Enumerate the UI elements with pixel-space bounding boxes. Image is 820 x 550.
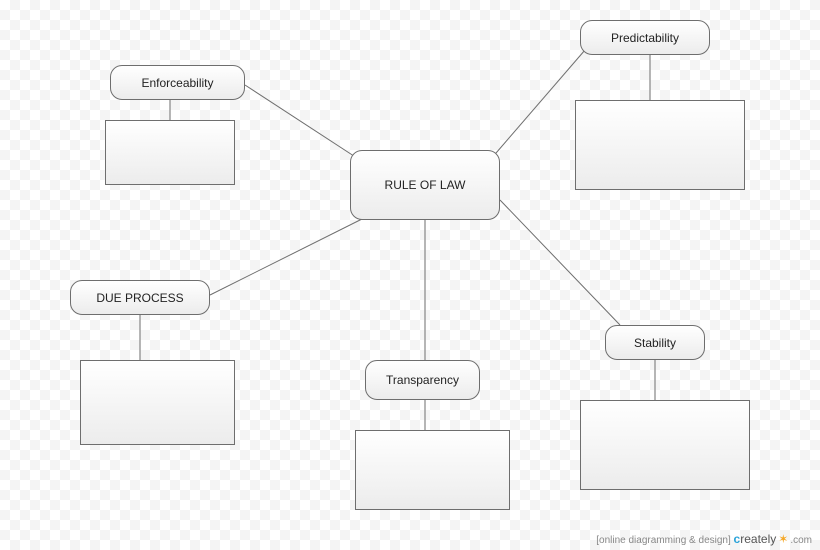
attribution-prefix: [online diagramming & design]	[596, 535, 731, 546]
edge	[490, 50, 585, 160]
node-rule-of-law[interactable]: RULE OF LAW	[350, 150, 500, 220]
node-due-process-detail[interactable]	[80, 360, 235, 445]
node-stability[interactable]: Stability	[605, 325, 705, 360]
node-enforceability-detail[interactable]	[105, 120, 235, 185]
node-enforceability[interactable]: Enforceability	[110, 65, 245, 100]
node-predictability-detail[interactable]	[575, 100, 745, 190]
diagram-canvas: RULE OF LAW Enforceability Predictabilit…	[0, 0, 820, 550]
edge	[210, 215, 370, 295]
attribution: [online diagramming & design] creately✶.…	[596, 532, 812, 546]
node-transparency-detail[interactable]	[355, 430, 510, 510]
node-stability-detail[interactable]	[580, 400, 750, 490]
brand-rest: reately	[740, 532, 776, 546]
edge	[245, 85, 360, 160]
brand-suffix: .com	[790, 535, 812, 546]
star-icon: ✶	[778, 532, 788, 546]
node-predictability[interactable]: Predictability	[580, 20, 710, 55]
node-transparency[interactable]: Transparency	[365, 360, 480, 400]
node-due-process[interactable]: DUE PROCESS	[70, 280, 210, 315]
edge	[500, 200, 620, 325]
